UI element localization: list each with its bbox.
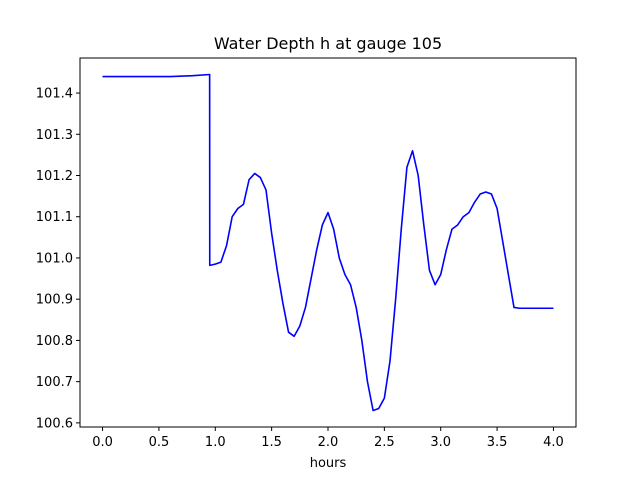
y-tick-label: 100.8 [36,334,73,349]
x-tick-label: 1.0 [205,435,226,450]
chart-title: Water Depth h at gauge 105 [214,34,442,53]
y-tick-label: 100.6 [36,416,73,431]
x-tick-label: 4.0 [543,435,564,450]
plot-area-frame [79,57,577,428]
x-tick-label: 2.5 [374,435,395,450]
x-tick-label: 3.5 [487,435,508,450]
series-line-water-depth [102,73,554,412]
y-axis-ticks: 100.6 100.7 100.8 100.9 101.0 101.1 101.2 101.3… [36,87,80,431]
x-tick-label: 1.5 [261,435,282,450]
y-tick-label: 101.4 [36,87,73,102]
x-tick-label: 2.0 [318,435,339,450]
y-tick-label: 100.7 [36,375,73,390]
y-tick-label: 101.3 [36,128,73,143]
x-axis-label: hours [310,456,347,471]
x-tick-label: 0.5 [149,435,170,450]
x-tick-label: 3.0 [430,435,451,450]
y-tick-label: 100.9 [36,293,73,308]
y-tick-label: 101.1 [36,210,73,225]
x-tick-label: 0.0 [92,435,113,450]
y-tick-label: 101.0 [36,251,73,266]
y-tick-label: 101.2 [36,169,73,184]
x-axis-ticks: 0.0 0.5 1.0 1.5 2.0 2.5 3.0 3.5 4.0 [92,427,564,450]
